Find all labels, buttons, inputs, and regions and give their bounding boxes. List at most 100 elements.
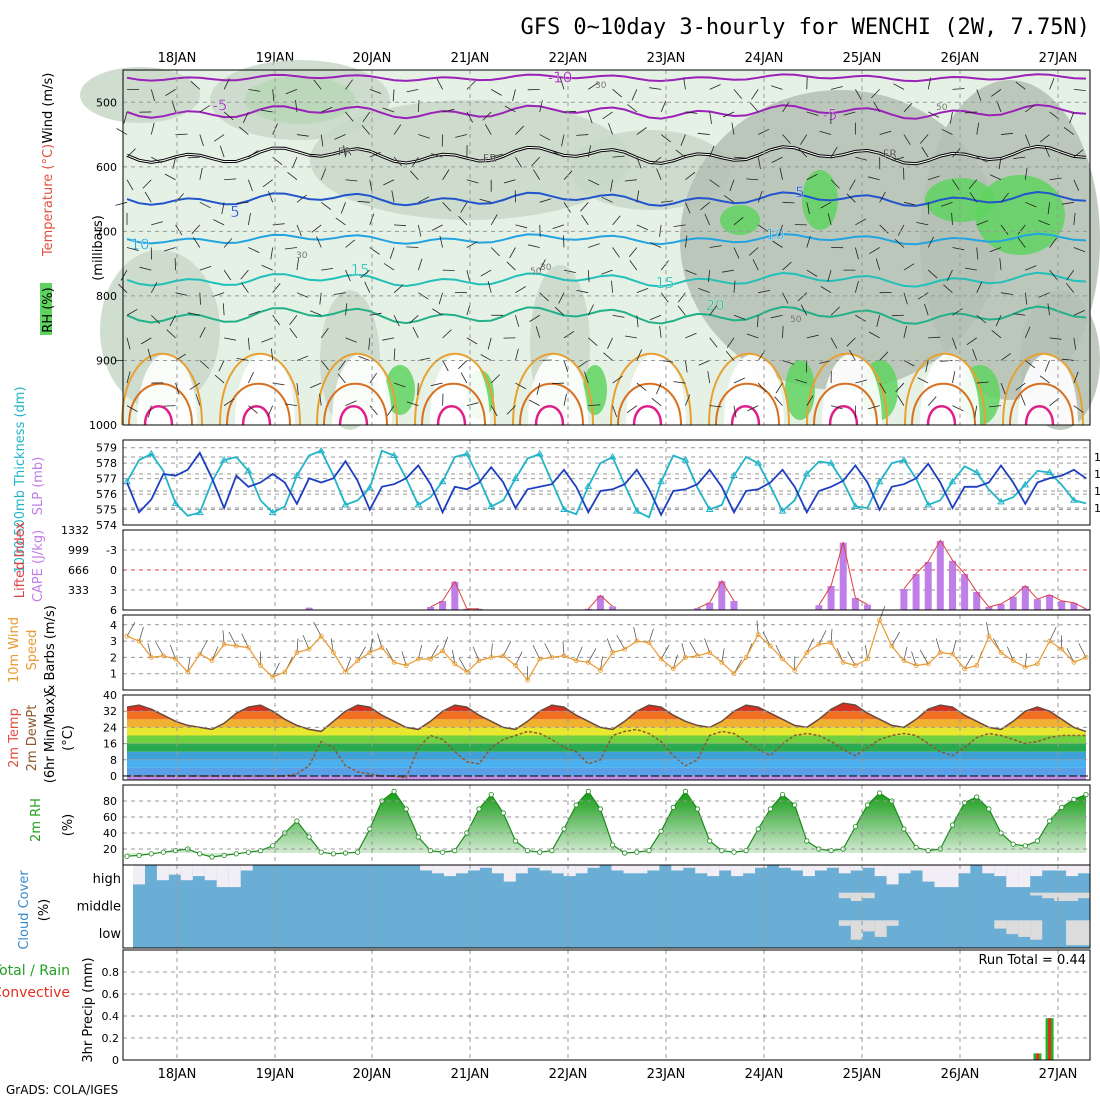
rh2m-point	[149, 852, 153, 856]
date-label-top: 23JAN	[647, 51, 686, 66]
cloud-cell-high	[420, 865, 432, 871]
isotherm-label: 5	[795, 184, 805, 202]
tick-label: 577	[96, 473, 117, 486]
cloud-cell-low	[851, 920, 863, 939]
date-label-bottom: 24JAN	[745, 1067, 784, 1082]
cape-bar	[961, 574, 968, 610]
cloud-cell-high	[1066, 865, 1078, 876]
date-label-top: 21JAN	[451, 51, 490, 66]
rh2m-point	[404, 807, 408, 811]
isotherm-label: -5	[823, 106, 838, 124]
run-total: Run Total = 0.44	[978, 953, 1086, 968]
cloud-cell-high	[540, 865, 552, 871]
tick-label: 40	[103, 827, 117, 840]
rh2m-point	[368, 827, 372, 831]
date-label-bottom: 22JAN	[549, 1067, 588, 1082]
tick-label: 0	[110, 770, 117, 783]
tick-label: 1000	[89, 419, 117, 432]
rh2m-point	[271, 844, 275, 848]
rh2m-point	[513, 839, 517, 843]
cloud-cell-high	[516, 865, 528, 873]
tick-label: 1012	[1094, 468, 1100, 481]
rh2m-point	[732, 850, 736, 854]
tick-label: 576	[96, 488, 117, 501]
label-lifted-index: Lifted Index	[13, 521, 28, 598]
panel-frame	[123, 440, 1090, 525]
isotherm-label: 20	[705, 297, 724, 315]
cloud-cell-high	[994, 865, 1006, 876]
cloud-cell-high	[181, 865, 193, 880]
wind10m-barb	[229, 632, 236, 646]
rh-area	[80, 67, 200, 123]
cloud-cell-high	[803, 865, 815, 876]
rh2m-point	[780, 792, 784, 796]
side-label-wind: Wind (m/s)	[41, 73, 56, 144]
tick-label: 40	[103, 689, 117, 702]
cloud-cell-middle	[1054, 893, 1066, 901]
cloud-cell-high	[456, 865, 468, 873]
label-rh2m: 2m RH	[29, 798, 44, 842]
rh-contour-label: 30	[540, 263, 552, 273]
rh2m-point	[538, 850, 542, 854]
isotherm-label: 5	[230, 203, 240, 221]
rh2m-point	[392, 789, 396, 793]
cloud-cell-high	[839, 865, 851, 873]
rh2m-point	[137, 853, 141, 857]
tick-label: 24	[103, 721, 117, 734]
date-label-top: 25JAN	[843, 51, 882, 66]
rh2m-point	[1023, 844, 1027, 848]
rh2m-point	[125, 854, 129, 858]
rh2m-point	[355, 850, 359, 854]
rh2m-point	[793, 803, 797, 807]
date-label-bottom: 20JAN	[353, 1067, 392, 1082]
rh-contour-label: 30	[595, 81, 607, 91]
cloud-cell-high	[492, 865, 504, 873]
cloud-cell-high	[504, 865, 516, 882]
tick-label: 2	[110, 651, 117, 664]
cape-bar	[864, 605, 871, 610]
label-dewpoint: 2m DewPt	[25, 705, 40, 772]
label-slp: SLP (mb)	[31, 457, 46, 516]
rh2m-point	[307, 835, 311, 839]
tick-label: 1008	[1094, 502, 1100, 515]
tick-label: 6	[110, 604, 117, 617]
cloud-cell-high	[612, 865, 624, 871]
tick-label: 16	[103, 738, 117, 751]
tick-label: 574	[96, 519, 117, 532]
tick-label: 3	[110, 584, 117, 597]
rh2m-point	[975, 795, 979, 799]
cloud-cell-low	[887, 920, 899, 926]
cloud-cell-high	[635, 865, 647, 873]
tick-label: 333	[68, 584, 89, 597]
wind10m-barb	[588, 648, 596, 662]
lifted-index-line	[431, 540, 1087, 609]
panel-frame	[123, 950, 1090, 1060]
label-cloud-pct: (%)	[37, 899, 52, 922]
rh2m-point	[950, 823, 954, 827]
rh2m-point	[902, 827, 906, 831]
rh-contour-label: 30	[296, 251, 308, 261]
date-label-bottom: 23JAN	[647, 1067, 686, 1082]
rh2m-point	[246, 850, 250, 854]
tick-label: 8	[110, 754, 117, 767]
cape-bar	[900, 589, 907, 610]
wind10m-speed-line	[127, 620, 1086, 680]
cloud-cell-high	[241, 865, 253, 871]
cloud-cell-high	[1018, 865, 1030, 887]
tick-label: 666	[68, 564, 89, 577]
cloud-cell-high	[552, 865, 564, 873]
cape-bar	[1034, 599, 1041, 610]
rh2m-point	[501, 811, 505, 815]
date-label-bottom: 26JAN	[941, 1067, 980, 1082]
cloud-cell-middle	[1042, 893, 1054, 899]
tick-label: 600	[96, 161, 117, 174]
temp-band	[123, 735, 1090, 743]
cape-bar	[913, 574, 920, 610]
rh2m-point	[647, 848, 651, 852]
label-precip: 3hr Precip (mm)	[81, 957, 96, 1062]
wind10m-barb	[503, 642, 510, 656]
cloud-cell-high	[911, 865, 923, 871]
rh2m-point	[695, 807, 699, 811]
rh2m-point	[574, 803, 578, 807]
